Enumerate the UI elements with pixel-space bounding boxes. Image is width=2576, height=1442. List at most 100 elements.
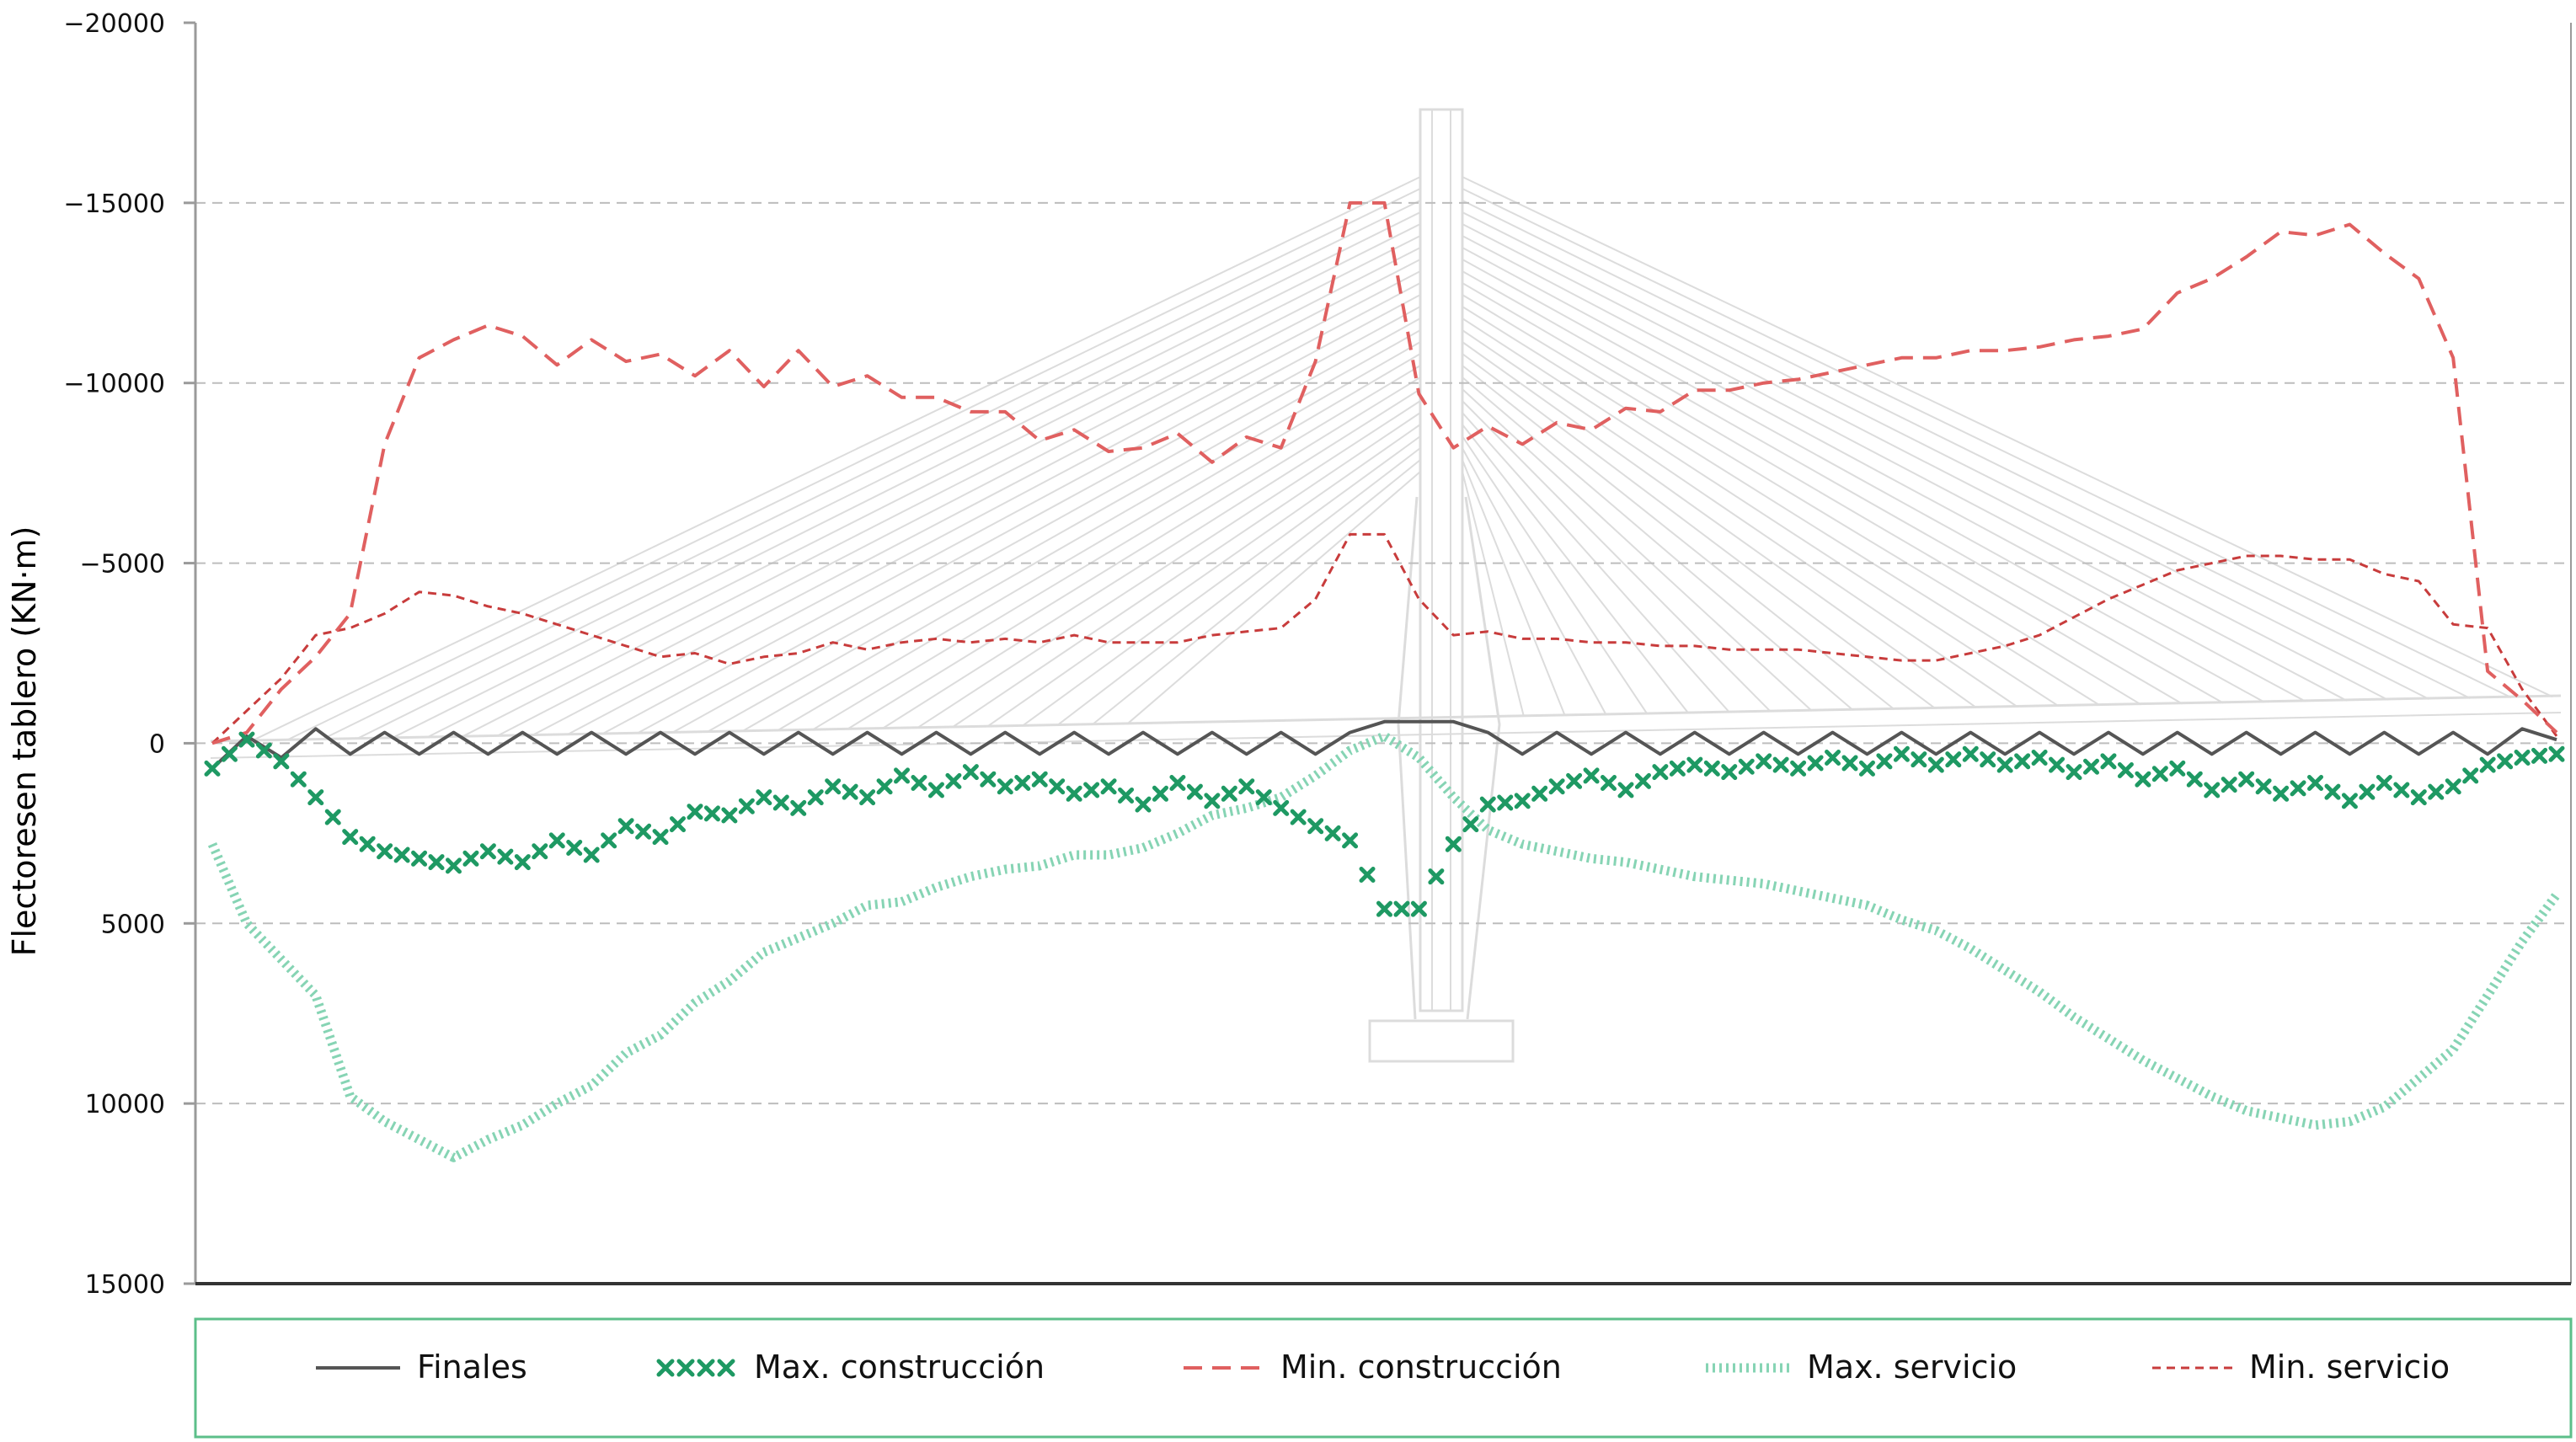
marker-point: [221, 745, 238, 762]
marker-point: [962, 764, 979, 781]
marker-point: [1756, 753, 1772, 770]
stay-cable: [742, 341, 1421, 732]
stay-cable: [812, 365, 1421, 731]
stay-cable: [252, 176, 1421, 741]
stay-cable: [986, 424, 1421, 728]
y-tick-labels: −20000 −15000 −10000 −5000 0 5000 10000 15000: [63, 9, 165, 1300]
stay-cable: [671, 318, 1421, 734]
marker-point: [807, 789, 824, 806]
marker-point: [1273, 799, 1290, 816]
series-min-servicio: [211, 532, 2558, 745]
stay-cable: [882, 388, 1421, 729]
marker-point: [1721, 764, 1738, 781]
marker-point: [1566, 772, 1583, 789]
marker-point: [1858, 760, 1875, 777]
marker-point: [825, 778, 842, 795]
marker-point: [1825, 750, 1841, 766]
marker-point: [2255, 778, 2272, 795]
series-min-construcci-n: [211, 200, 2558, 745]
y-tick-label: −10000: [63, 370, 165, 399]
marker-point: [2324, 783, 2341, 800]
marker-point: [1669, 760, 1686, 777]
marker-point: [1497, 794, 1514, 811]
legend-label: Max. construcción: [754, 1349, 1045, 1386]
marker-point: [445, 857, 462, 874]
stay-cable: [1462, 200, 2471, 699]
marker-point: [2135, 771, 2151, 788]
marker-point: [911, 774, 927, 791]
legend-label: Min. construcción: [1280, 1349, 1562, 1386]
stay-cable: [1462, 353, 1936, 709]
marker-point: [2273, 785, 2290, 802]
marker-point: [2238, 771, 2255, 788]
marker-point: [532, 843, 548, 860]
marker-point: [1376, 900, 1392, 917]
deck: [210, 694, 2562, 743]
marker-point: [2082, 758, 2099, 775]
stay-cable: [1462, 294, 2142, 706]
stay-cable: [1462, 341, 1977, 708]
y-tick-label: 15000: [85, 1270, 165, 1300]
stay-cable: [1462, 459, 1566, 716]
marker-point: [1772, 756, 1789, 773]
stay-cable: [1462, 400, 1772, 713]
marker-point: [2066, 764, 2082, 781]
marker-point: [635, 823, 652, 840]
marker-point: [2359, 783, 2376, 800]
stay-cable: [1462, 447, 1607, 716]
marker-point: [1100, 778, 1117, 795]
marker-point: [1945, 751, 1962, 768]
marker-point: [1514, 793, 1531, 809]
legend: Finales Max. construcción Min. construcció…: [194, 1317, 2573, 1439]
series-max-servicio: [207, 731, 2561, 1162]
stay-cable: [777, 353, 1421, 732]
marker-point: [1290, 809, 1307, 825]
stay-cable: [1462, 329, 2018, 708]
stay-cable: [1462, 188, 2512, 699]
marker-point: [1531, 785, 1548, 802]
marker-point: [342, 829, 359, 846]
marker-point: [1152, 785, 1168, 802]
stay-cable: [532, 270, 1421, 736]
legend-max-construcci-n: Max. construcción: [656, 1349, 1045, 1386]
stay-cable: [1462, 247, 2306, 702]
marker-point: [1307, 818, 1324, 835]
stay-cable: [707, 329, 1421, 733]
marker-point: [2307, 774, 2324, 791]
marker-point: [1462, 816, 1479, 833]
bridge-elevation-background: [210, 108, 2562, 1063]
stay-cable: [601, 294, 1421, 735]
marker-point: [1428, 868, 1445, 885]
marker-point: [1996, 756, 2013, 773]
marker-point: [842, 783, 858, 800]
stay-cable: [1462, 282, 2183, 705]
marker-point: [1927, 756, 1944, 773]
marker-point: [204, 760, 221, 777]
marker-point: [428, 854, 445, 871]
marker-point: [2514, 750, 2531, 766]
stay-cable: [1462, 211, 2429, 700]
marker-point: [1324, 825, 1341, 841]
legend-swatch: [656, 1359, 735, 1377]
marker-point: [617, 818, 634, 835]
marker-point: [1186, 783, 1203, 800]
marker-point: [514, 854, 531, 871]
pylon-leg: [1397, 496, 1501, 1020]
marker-point: [324, 809, 341, 825]
marker-point: [479, 843, 496, 860]
marker-point: [1066, 785, 1082, 802]
marker-point: [738, 798, 755, 814]
stay-cable: [1462, 424, 1690, 714]
marker-point: [1876, 753, 1893, 770]
stay-cable: [952, 412, 1421, 729]
y-axis-label: Flectoresen tablero (KN·m): [6, 526, 43, 957]
stay-cable: [1462, 223, 2389, 701]
marker-point: [2221, 777, 2237, 793]
stay-cable: [497, 259, 1421, 737]
marker-point: [1841, 755, 1858, 772]
marker-point: [377, 843, 393, 860]
marker-point: [1601, 774, 1617, 791]
marker-point: [2376, 774, 2392, 791]
marker-point: [2548, 745, 2565, 762]
